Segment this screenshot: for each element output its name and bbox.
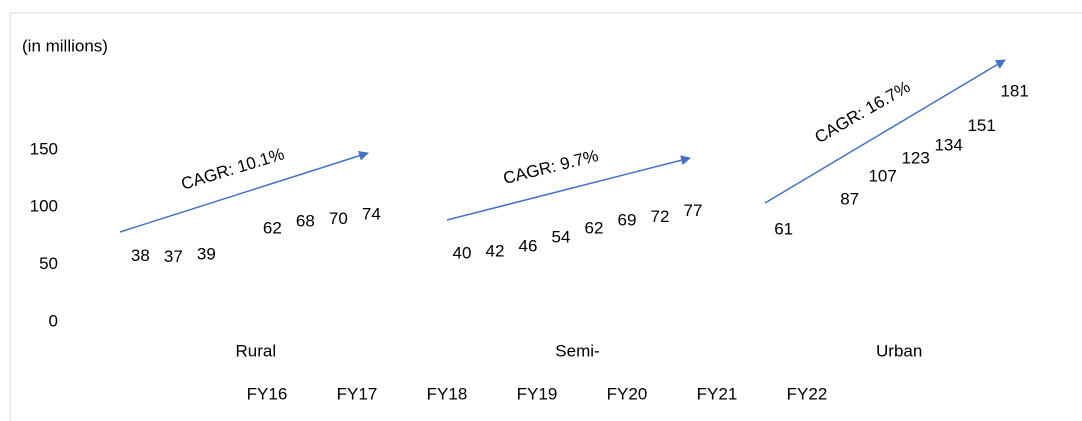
data-label: 37 [164,247,183,266]
x-tick-label: Semi- [555,341,599,360]
data-label: 77 [684,201,703,220]
y-tick-label: 100 [30,197,58,216]
data-label: 54 [552,227,571,246]
data-label: 70 [329,209,348,228]
legend-label: FY21 [697,384,738,403]
y-tick-label: 50 [39,254,58,273]
annotation: CAGR: 9.7% [501,146,600,188]
data-label: 68 [296,211,315,230]
data-label: 74 [362,205,381,224]
chart-title: (in millions) [22,36,108,55]
data-label: 42 [486,241,505,260]
data-label: 62 [585,218,604,237]
data-label: 61 [774,219,793,238]
x-tick-label: Urban [876,341,922,360]
data-label: 151 [967,116,995,135]
data-label: 46 [519,237,538,256]
data-label: 181 [1000,82,1028,101]
data-label: 134 [934,136,962,155]
y-tick-label: 0 [49,311,58,330]
data-label: 40 [453,244,472,263]
annotation: CAGR: 16.7% [812,77,914,147]
x-tick-label: Rural [236,341,277,360]
data-label: 62 [263,218,282,237]
data-label: 107 [868,167,896,186]
legend-label: FY19 [517,384,558,403]
data-label: 87 [840,190,859,209]
data-label: 72 [651,207,670,226]
annotation: CAGR: 10.1% [179,144,287,193]
legend-label: FY20 [607,384,648,403]
data-label: 39 [197,245,216,264]
legend-label: FY17 [337,384,378,403]
trend-arrow [446,155,691,221]
data-label: 69 [618,210,637,229]
legend-label: FY18 [427,384,468,403]
data-label: 38 [131,246,150,265]
legend-label: FY22 [787,384,828,403]
data-label: 123 [901,148,929,167]
y-tick-label: 150 [30,139,58,158]
legend-label: FY16 [247,384,288,403]
trend-arrow [764,59,1006,204]
trend-arrow [119,150,369,233]
